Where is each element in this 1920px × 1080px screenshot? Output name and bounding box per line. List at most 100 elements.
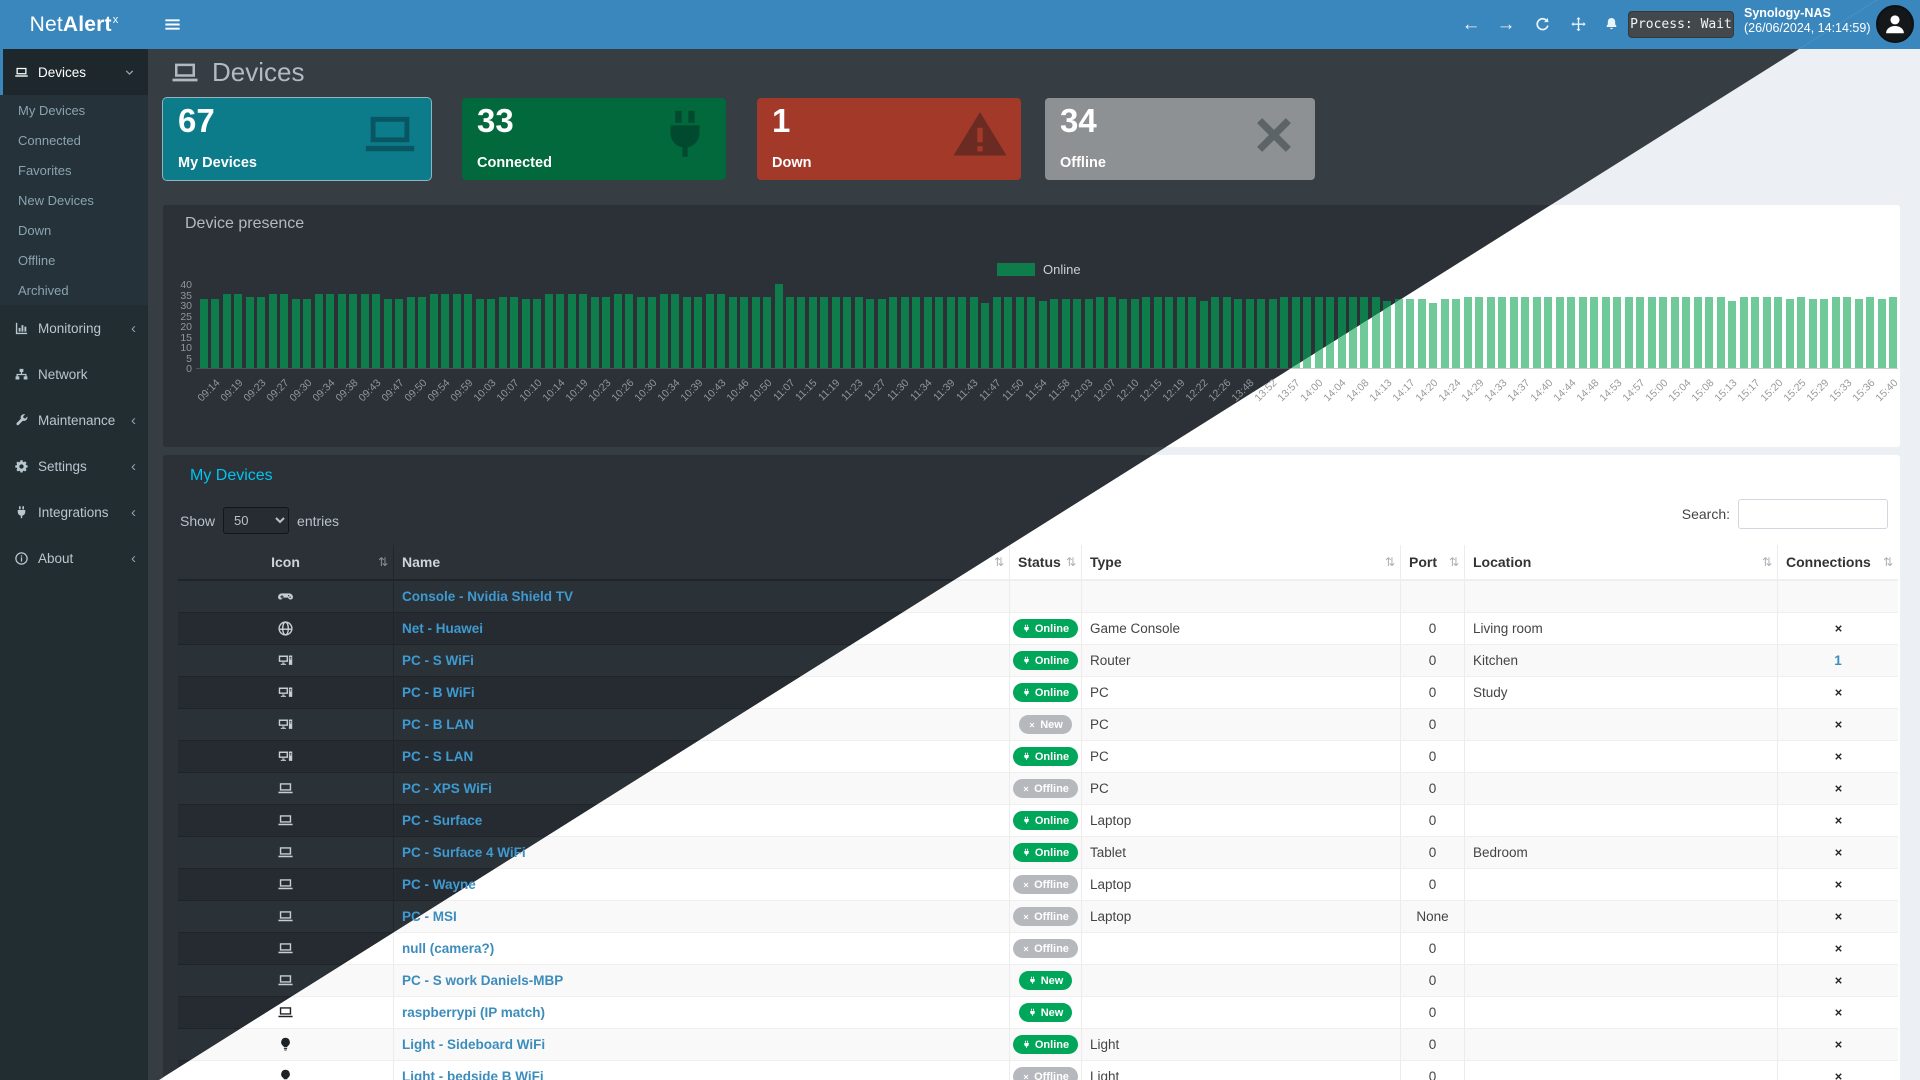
device-icon-cell	[178, 933, 394, 964]
column-header-name[interactable]: Name ⇅	[394, 545, 1010, 579]
device-name-link[interactable]: null (camera?)	[394, 933, 1010, 964]
chart-bar	[429, 294, 438, 368]
device-name-link[interactable]: Light - Sideboard WiFi	[394, 1029, 1010, 1060]
sidebar-subitem-archived[interactable]: Archived	[18, 282, 69, 298]
x-tick-label: 10:19	[563, 377, 591, 405]
sidebar-subitem-my-devices[interactable]: My Devices	[18, 102, 86, 118]
sidebar-subitem-favorites[interactable]: Favorites	[18, 162, 72, 178]
delete-connection-button[interactable]	[1833, 911, 1844, 922]
status-badge-label: Offline	[1034, 1070, 1069, 1080]
chart-bar	[1831, 297, 1840, 368]
laptop-icon	[170, 58, 200, 88]
sidebar-item-monitoring[interactable]: Monitoring ‹	[0, 305, 148, 351]
stat-card-offline[interactable]: 34 Offline	[1045, 98, 1315, 180]
delete-connection-button[interactable]	[1833, 815, 1844, 826]
delete-connection-button[interactable]	[1833, 847, 1844, 858]
refresh-button[interactable]	[1527, 0, 1557, 49]
device-name-link[interactable]: raspberrypi (IP match)	[394, 997, 1010, 1028]
chart-bar	[1808, 299, 1817, 368]
stat-card-down[interactable]: 1 Down	[757, 98, 1021, 180]
sidebar-subitem-offline[interactable]: Offline	[18, 252, 56, 268]
delete-connection-button[interactable]	[1833, 879, 1844, 890]
delete-connection-button[interactable]	[1833, 687, 1844, 698]
sidebar-item-maintenance[interactable]: Maintenance ‹	[0, 397, 148, 443]
device-connections-cell	[1778, 1029, 1898, 1060]
sidebar-subitem-new-devices[interactable]: New Devices	[18, 192, 94, 208]
sort-icon[interactable]: ⇅	[993, 555, 1004, 569]
chart-bar	[1130, 299, 1139, 368]
stat-cards-row: 67 My Devices 33 Connected 1 Down 34 Offline	[148, 98, 1920, 182]
delete-connection-button[interactable]	[1833, 1071, 1844, 1080]
stat-card-my-devices[interactable]: 67 My Devices	[163, 98, 431, 180]
sidebar-subitem-connected[interactable]: Connected	[18, 132, 81, 148]
chart-bar	[234, 294, 243, 368]
delete-connection-button[interactable]	[1833, 719, 1844, 730]
tab-my-devices[interactable]: My Devices	[190, 467, 273, 484]
notifications-button[interactable]	[1596, 0, 1626, 49]
x-tick-label: 11:19	[816, 377, 843, 404]
x-icon	[1022, 913, 1030, 921]
sort-icon[interactable]: ⇅	[1065, 555, 1076, 569]
sort-icon[interactable]: ⇅	[377, 555, 388, 569]
page-length-select[interactable]: 50	[223, 507, 290, 534]
device-name-link[interactable]: Light - bedside B WiFi	[394, 1061, 1010, 1080]
chart-bar	[1199, 301, 1208, 368]
sort-icon[interactable]: ⇅	[1448, 555, 1459, 569]
nav-forward-button[interactable]: →	[1491, 0, 1521, 49]
laptop-icon	[277, 908, 294, 925]
column-header-connections[interactable]: Connections ⇅	[1778, 545, 1898, 579]
chart-bar	[1509, 297, 1518, 368]
x-tick-label: 10:14	[540, 377, 568, 405]
chart-bar	[648, 297, 657, 368]
chart-bar	[1211, 297, 1220, 368]
chart-bar	[866, 299, 875, 368]
sort-icon[interactable]: ⇅	[1882, 555, 1893, 569]
delete-connection-button[interactable]	[1833, 623, 1844, 634]
y-tick-label: 35	[180, 289, 192, 302]
status-badge-online: Online	[1012, 619, 1079, 638]
chart-bar	[1222, 297, 1231, 368]
x-tick-label: 10:50	[746, 377, 775, 405]
chart-bar	[1659, 297, 1668, 368]
sidebar-toggle-button[interactable]	[148, 0, 196, 49]
status-badge-label: Online	[1034, 846, 1070, 859]
sort-icon[interactable]: ⇅	[1384, 555, 1395, 569]
search-input[interactable]	[1738, 499, 1888, 529]
column-header-port[interactable]: Port ⇅	[1401, 545, 1465, 579]
column-header-location[interactable]: Location ⇅	[1465, 545, 1778, 579]
sidebar-item-settings[interactable]: Settings ‹	[0, 443, 148, 489]
sort-icon[interactable]: ⇅	[1761, 555, 1772, 569]
app-logo[interactable]: NetAlertx	[0, 0, 148, 49]
device-port-cell: 0	[1401, 805, 1465, 836]
user-avatar[interactable]	[1876, 5, 1914, 43]
table-row: null (camera?) Offline 0	[178, 933, 1898, 965]
delete-connection-button[interactable]	[1833, 751, 1844, 762]
sidebar-item-devices[interactable]: Devices	[0, 49, 148, 95]
delete-connection-button[interactable]	[1833, 943, 1844, 954]
device-icon-cell	[178, 869, 394, 900]
device-name-link[interactable]: PC - S work Daniels-MBP	[394, 965, 1010, 996]
chart-bar	[1647, 297, 1656, 368]
chart-title: Device presence	[185, 215, 305, 232]
delete-connection-button[interactable]	[1833, 1039, 1844, 1050]
connections-count-link[interactable]: 1	[1834, 653, 1842, 668]
column-header-type[interactable]: Type ⇅	[1082, 545, 1401, 579]
stat-card-connected[interactable]: 33 Connected	[462, 98, 726, 180]
chart-bar	[1004, 297, 1013, 368]
device-name-link[interactable]: PC - MSI	[394, 901, 1010, 932]
column-header-icon[interactable]: Icon ⇅	[178, 545, 394, 579]
chart-bar	[1843, 297, 1852, 368]
column-header-status[interactable]: Status ⇅	[1010, 545, 1082, 579]
device-connections-cell	[1778, 869, 1898, 900]
laptop-icon	[277, 940, 294, 957]
sidebar-item-about[interactable]: About ‹	[0, 535, 148, 581]
sidebar-subitem-down[interactable]: Down	[18, 222, 52, 238]
sidebar-item-network[interactable]: Network	[0, 351, 148, 397]
delete-connection-button[interactable]	[1833, 1007, 1844, 1018]
delete-connection-button[interactable]	[1833, 783, 1844, 794]
delete-connection-button[interactable]	[1833, 975, 1844, 986]
nav-back-button[interactable]: ←	[1456, 0, 1486, 49]
sidebar-item-integrations[interactable]: Integrations ‹	[0, 489, 148, 535]
move-widget-button[interactable]	[1563, 0, 1593, 49]
